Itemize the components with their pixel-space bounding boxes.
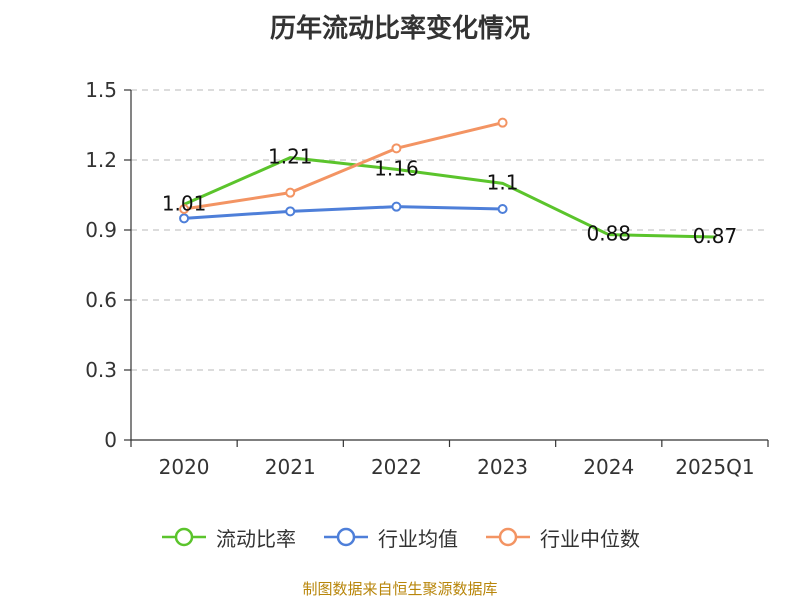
series-lines	[179, 117, 717, 239]
legend: 流动比率 行业均值 行业中位数	[0, 522, 800, 552]
data-label: 0.87	[693, 224, 738, 248]
legend-marker-icon	[324, 527, 368, 547]
series-3-point	[285, 187, 296, 198]
y-tick-label: 0.6	[85, 288, 117, 312]
x-tick-label: 2020	[159, 455, 210, 479]
chart-title: 历年流动比率变化情况	[269, 14, 530, 44]
data-label: 1.21	[268, 145, 313, 169]
legend-label: 行业均值	[378, 526, 458, 551]
x-tick-label: 2023	[477, 455, 528, 479]
legend-circle	[174, 527, 194, 547]
data-labels: 1.01 1.21 1.16 1.1 0.88 0.87	[162, 145, 737, 248]
grid-lines	[131, 89, 768, 371]
series-line-1	[182, 156, 717, 239]
data-label: 1.1	[487, 170, 519, 194]
series-line-2	[182, 205, 505, 220]
data-label: 0.88	[586, 222, 631, 246]
axes: 0 0.3 0.6 0.9 1.2 1.5 2020 2021 2022 2023 2024 2025…	[85, 78, 769, 479]
series-2-point	[497, 204, 508, 214]
y-tick-label: 0.3	[85, 358, 117, 382]
series-3-point	[179, 204, 190, 214]
data-label: 1.16	[374, 156, 419, 180]
x-tick-label: 2021	[265, 455, 316, 479]
line-chart: 0 0.3 0.6 0.9 1.2 1.5 2020 2021 2022 2023 2024 2025…	[85, 78, 769, 479]
data-source-note: 制图数据来自恒生聚源数据库	[302, 580, 498, 598]
legend-circle	[336, 527, 356, 547]
y-tick-label: 0.9	[85, 218, 117, 242]
legend-marker-icon	[162, 527, 206, 547]
series-2-point	[285, 206, 296, 217]
series-2-point	[179, 213, 190, 224]
legend-circle	[498, 527, 518, 547]
legend-label: 行业中位数	[540, 526, 640, 551]
series-2-point	[391, 201, 402, 212]
y-tick-label: 0	[104, 428, 117, 452]
legend-item-1[interactable]: 流动比率	[160, 523, 296, 552]
legend-label: 流动比率	[216, 526, 296, 551]
x-tick-label: 2024	[583, 455, 634, 479]
y-tick-label: 1.2	[85, 148, 117, 172]
y-tick-label: 1.5	[85, 78, 117, 102]
legend-item-3[interactable]: 行业中位数	[484, 523, 640, 552]
x-tick-label: 2025Q1	[675, 455, 754, 479]
series-3-point	[391, 143, 402, 154]
x-tick-label: 2022	[371, 455, 422, 479]
series-line-3	[182, 121, 505, 211]
series-3-point	[497, 117, 508, 128]
legend-item-2[interactable]: 行业均值	[322, 523, 458, 552]
legend-marker-icon	[486, 527, 530, 547]
data-label: 1.01	[162, 191, 207, 215]
